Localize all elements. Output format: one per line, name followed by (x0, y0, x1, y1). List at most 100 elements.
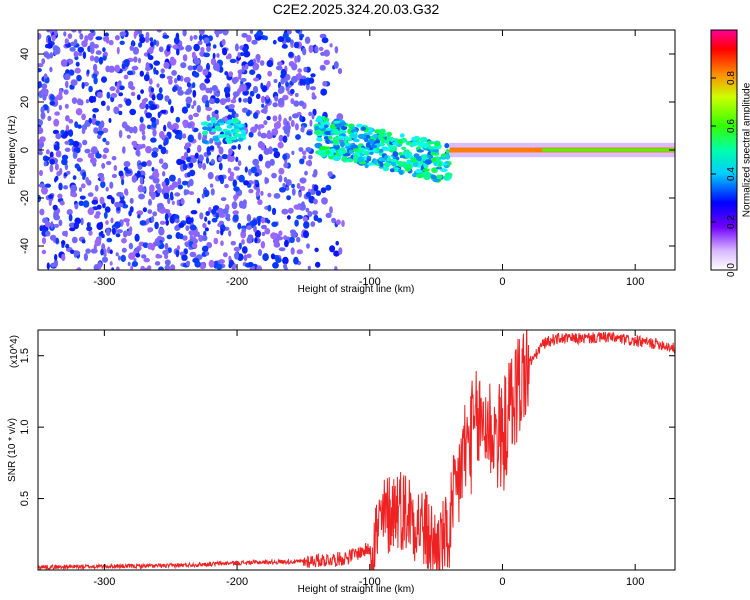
spectrogram-signal-cell (443, 174, 449, 181)
spectrogram-noise-cell (239, 52, 245, 57)
spectrogram-signal-cell (372, 134, 378, 139)
spectrogram-noise-cell (294, 92, 299, 98)
spectrogram-noise-cell (92, 108, 99, 113)
y-tick-label: 1.0 (19, 419, 31, 434)
spectrogram-noise-cell (83, 253, 88, 261)
spectrogram-noise-cell (253, 77, 260, 82)
spectrogram-noise-cell (308, 77, 315, 84)
spectrogram-noise-cell (64, 147, 71, 152)
spectrogram-noise-cell (185, 242, 189, 248)
spectrogram-noise-cell (105, 228, 111, 237)
spectrogram-noise-cell (63, 89, 69, 95)
spectrogram-noise-cell (232, 210, 239, 216)
spectrogram-noise-cell (52, 204, 58, 211)
spectrogram-noise-cell (246, 225, 253, 230)
spectrogram-noise-cell (113, 106, 120, 115)
spectrogram-noise-cell (159, 73, 166, 79)
spectrogram-noise-cell (141, 134, 146, 141)
spectrogram-noise-cell (297, 68, 303, 73)
spectrogram-signal-cell (237, 123, 244, 128)
y-tick-label: 1.5 (19, 348, 31, 363)
spectrogram-signal-cell (318, 124, 325, 129)
spectrogram-noise-cell (299, 177, 307, 184)
spectrogram-noise-cell (81, 124, 88, 131)
spectrogram-noise-cell (303, 221, 310, 229)
spectrogram-noise-cell (72, 175, 77, 180)
spectrogram-noise-cell (46, 262, 50, 270)
spectrogram-noise-cell (286, 131, 290, 138)
spectrogram-noise-cell (169, 174, 176, 182)
spectrogram-noise-cell (41, 187, 48, 195)
spectrogram-noise-cell (111, 156, 117, 161)
spectrogram-noise-cell (205, 87, 211, 94)
spectrogram-noise-cell (105, 35, 110, 44)
spectrogram-noise-cell (143, 267, 149, 270)
spectrogram-noise-cell (78, 51, 83, 57)
spectrogram-noise-cell (43, 52, 50, 58)
spectrogram-noise-cell (318, 46, 324, 52)
spectrogram-noise-cell (65, 115, 70, 122)
spectrogram-noise-cell (49, 100, 56, 106)
spectrogram-noise-cell (289, 229, 297, 234)
spectrogram-noise-cell (135, 247, 140, 252)
spectrogram-signal-cell (323, 136, 330, 140)
spectrogram-y-label: Frequency (Hz) (7, 116, 18, 185)
spectrogram-noise-cell (308, 111, 313, 117)
spectrogram-noise-cell (102, 256, 108, 263)
spectrogram-signal-cell (227, 119, 234, 124)
spectrogram-signal-cell (240, 132, 247, 137)
spectrogram-noise-cell (148, 78, 153, 85)
colorbar-tick-label: 0.6 (726, 119, 737, 133)
spectrogram-noise-cell (249, 30, 254, 34)
spectrogram-noise-cell (283, 263, 288, 270)
spectrogram-noise-cell (100, 248, 104, 256)
spectrogram-noise-cell (209, 87, 213, 94)
spectrogram-noise-cell (275, 257, 282, 263)
carrier-line-tail (542, 148, 675, 152)
colorbar-label: Normalized spectral amplitude (741, 82, 750, 217)
x-tick-label: 100 (626, 576, 644, 588)
spectrogram-noise-cell (114, 64, 121, 73)
spectrogram-signal-cell (353, 138, 360, 143)
spectrogram-noise-cell (76, 74, 82, 82)
spectrogram-noise-cell (247, 96, 253, 105)
spectrogram-noise-cell (155, 118, 160, 126)
spectrogram-noise-cell (180, 62, 187, 69)
spectrogram-noise-cell (132, 46, 139, 55)
spectrogram-noise-cell (190, 157, 197, 163)
spectrogram-noise-cell (264, 177, 270, 184)
spectrogram-signal-cell (360, 126, 367, 131)
spectrogram-signal-cell (431, 167, 438, 174)
spectrogram-noise-cell (216, 53, 220, 58)
spectrogram-noise-cell (265, 160, 271, 169)
spectrogram-noise-cell (197, 40, 203, 46)
spectrogram-noise-cell (278, 174, 283, 183)
y-tick-label: 0.5 (19, 491, 31, 506)
spectrogram-noise-cell (136, 170, 141, 178)
spectrogram-noise-cell (164, 95, 170, 102)
spectrogram-noise-cell (134, 233, 140, 242)
spectrogram-signal-cell (353, 158, 358, 164)
spectrogram-noise-cell (127, 70, 133, 76)
spectrogram-noise-cell (203, 37, 210, 44)
spectrogram-noise-cell (241, 203, 247, 210)
spectrogram-noise-cell (46, 43, 53, 49)
spectrogram-noise-cell (232, 264, 237, 269)
spectrogram-noise-cell (273, 122, 280, 130)
spectrogram-noise-cell (150, 117, 157, 123)
spectrogram-noise-cell (109, 86, 116, 92)
spectrogram-noise-cell (64, 103, 69, 109)
spectrogram-noise-cell (201, 235, 208, 242)
spectrogram-noise-cell (264, 228, 271, 235)
spectrogram-x-label: Height of straight line (km) (298, 284, 415, 295)
spectrogram-noise-cell (131, 40, 135, 46)
spectrogram-noise-cell (222, 208, 229, 215)
spectrogram-noise-cell (237, 160, 242, 167)
spectrogram-noise-cell (233, 194, 238, 202)
spectrogram-noise-cell (56, 94, 63, 101)
spectrogram-noise-cell (49, 158, 56, 165)
spectrogram-noise-cell (329, 206, 333, 214)
spectrogram-signal-cell (382, 166, 389, 172)
spectrogram-noise-cell (296, 182, 301, 189)
